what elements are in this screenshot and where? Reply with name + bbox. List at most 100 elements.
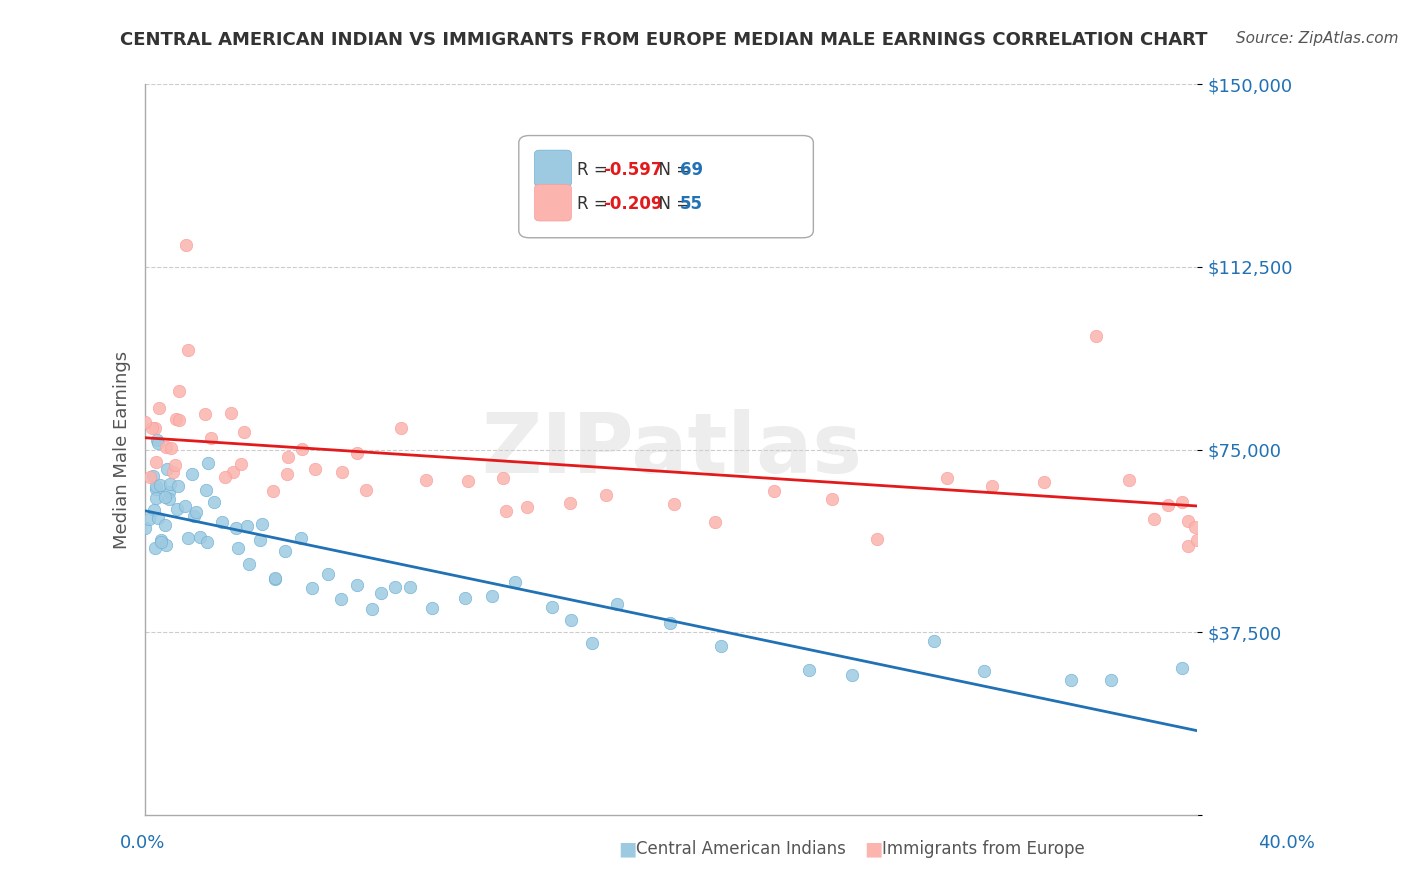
Point [157,484,180,499]
Point [214,470,236,484]
Point [167,413,190,427]
Point [495,504,517,518]
Point [1177,539,1199,553]
Point [354,483,377,497]
Point [276,467,298,482]
Point [262,484,284,499]
Point [330,465,353,479]
Point [229,457,252,471]
Point [581,635,603,649]
Point [141,421,163,435]
Point [606,597,628,611]
Point [1084,328,1107,343]
Y-axis label: Median Male Earnings: Median Male Earnings [114,351,131,549]
Point [177,343,200,357]
Point [560,496,582,510]
Point [415,473,437,487]
Point [160,441,183,455]
Point [981,478,1004,492]
Point [704,515,727,529]
Point [1118,474,1140,488]
Text: ■: ■ [619,839,637,859]
Point [274,544,297,558]
Point [157,491,180,506]
Point [1033,475,1056,489]
Point [186,505,208,519]
Point [1177,514,1199,528]
Point [145,482,167,496]
Point [153,490,176,504]
Text: R =: R = [576,195,613,213]
Point [197,456,219,470]
Point [516,500,538,514]
Text: Source: ZipAtlas.com: Source: ZipAtlas.com [1236,31,1399,46]
Point [662,497,685,511]
Point [195,534,218,549]
FancyBboxPatch shape [534,185,571,221]
Point [236,519,259,533]
Point [346,578,368,592]
Point [221,406,243,420]
FancyBboxPatch shape [534,150,571,186]
Point [973,664,995,678]
Point [453,591,475,606]
Point [202,495,225,509]
Text: CENTRAL AMERICAN INDIAN VS IMMIGRANTS FROM EUROPE MEDIAN MALE EARNINGS CORRELATI: CENTRAL AMERICAN INDIAN VS IMMIGRANTS FR… [120,31,1206,49]
Point [194,407,217,421]
Point [155,440,177,454]
Point [264,572,287,586]
Point [211,515,233,529]
Point [159,477,181,491]
Point [252,516,274,531]
Point [156,462,179,476]
Point [710,640,733,654]
Point [1143,511,1166,525]
Point [155,538,177,552]
Text: 0.0%: 0.0% [120,834,165,852]
Point [420,601,443,615]
Text: 69: 69 [679,161,703,179]
Text: 55: 55 [679,195,703,213]
Point [541,599,564,614]
Point [595,488,617,502]
Point [370,586,392,600]
Point [346,446,368,460]
Point [163,458,186,472]
Point [457,475,479,489]
Point [188,530,211,544]
Point [145,455,167,469]
Point [304,462,326,476]
Point [174,237,197,252]
Point [149,533,172,547]
FancyBboxPatch shape [519,136,813,238]
Point [139,469,162,483]
Point [935,471,957,485]
Point [249,533,271,547]
Text: Immigrants from Europe: Immigrants from Europe [882,840,1084,858]
Point [232,425,254,440]
Point [389,421,412,435]
Point [492,471,515,485]
Point [134,416,156,430]
Point [301,581,323,595]
Point [145,491,167,506]
Point [145,479,167,493]
Point [142,469,165,483]
Point [174,499,197,513]
Point [1060,673,1083,688]
Point [228,541,250,556]
Point [659,616,682,631]
Text: Central American Indians: Central American Indians [636,840,845,858]
Point [162,465,184,479]
Point [177,531,200,545]
Point [225,521,247,535]
Text: N =: N = [648,161,696,179]
Point [166,502,188,516]
Point [146,511,169,525]
Point [148,436,170,450]
Point [167,479,190,493]
Point [149,478,172,492]
Point [329,591,352,606]
Point [481,589,503,603]
Point [291,442,314,456]
